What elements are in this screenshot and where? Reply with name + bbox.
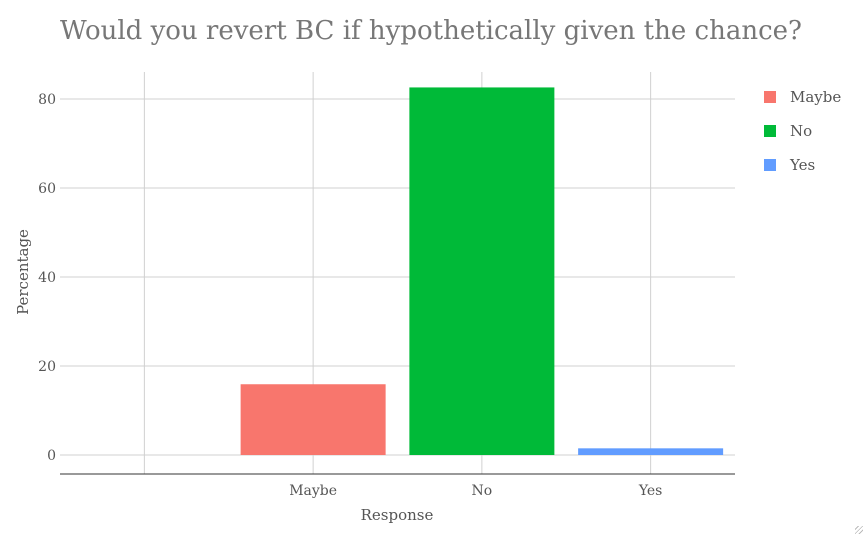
legend-item-yes[interactable]: Yes xyxy=(764,148,841,182)
legend-label: Maybe xyxy=(790,88,842,106)
legend-label: No xyxy=(790,122,813,140)
y-tick-label: 20 xyxy=(38,359,56,375)
y-tick-label: 80 xyxy=(38,92,56,108)
legend-item-maybe[interactable]: Maybe xyxy=(764,80,841,114)
bar-no[interactable] xyxy=(409,87,555,456)
legend-swatch-maybe xyxy=(764,91,776,103)
x-tick-label: Yes xyxy=(638,483,663,499)
y-tick-label: 40 xyxy=(38,270,56,286)
x-axis-title: Response xyxy=(361,506,434,524)
y-tick-label: 60 xyxy=(38,181,56,197)
legend: Maybe No Yes xyxy=(764,80,841,182)
bar-maybe[interactable] xyxy=(240,384,386,455)
legend-label: Yes xyxy=(790,156,816,174)
axes: 0 20 40 60 80 Maybe No Yes xyxy=(38,92,735,499)
y-tick-label: 0 xyxy=(47,448,56,464)
grid-lines xyxy=(60,72,735,474)
bars xyxy=(240,87,724,456)
legend-swatch-yes xyxy=(764,159,776,171)
y-axis-title: Percentage xyxy=(14,229,32,315)
chart-title: Would you revert BC if hypothetically gi… xyxy=(60,16,802,46)
x-tick-label: No xyxy=(472,483,493,499)
x-tick-label: Maybe xyxy=(289,483,337,499)
resize-grip-icon[interactable] xyxy=(855,526,863,534)
legend-swatch-no xyxy=(764,125,776,137)
legend-item-no[interactable]: No xyxy=(764,114,841,148)
bar-yes[interactable] xyxy=(578,448,724,455)
